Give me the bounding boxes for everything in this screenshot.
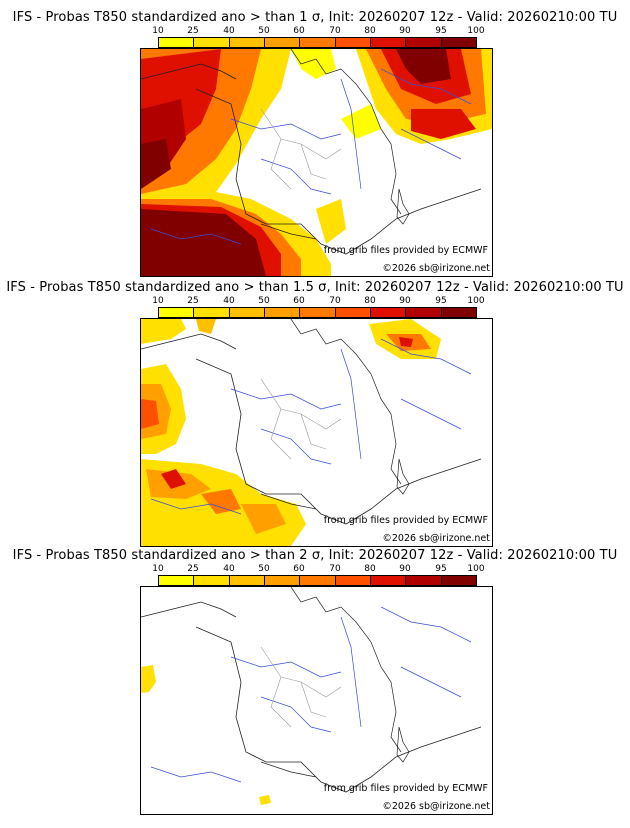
- colorbar-tick: 10: [152, 564, 164, 574]
- panel-title: IFS - Probas T850 standardized ano > tha…: [12, 10, 618, 25]
- colorbar-tick-labels: 10 25 40 50 60 70 80 90 95 100: [152, 296, 484, 307]
- colorbar-tick: 40: [223, 296, 235, 306]
- colorbar-tick: 40: [223, 26, 235, 36]
- colorbar-tick: 25: [187, 26, 199, 36]
- map-field: [141, 319, 482, 546]
- colorbar: [158, 37, 477, 48]
- colorbar-swatch: [159, 38, 195, 47]
- copyright: ©2026 sb@irizone.net: [382, 263, 490, 274]
- colorbar-tick: 90: [399, 296, 411, 306]
- map-panel-1sigma: IFS - Probas T850 standardized ano > tha…: [0, 10, 630, 280]
- colorbar-tick: 95: [435, 296, 447, 306]
- colorbar-tick: 90: [399, 564, 411, 574]
- probability-map: from grib files provided by ECMWF ©2026 …: [140, 586, 493, 815]
- map-panel-1-5sigma: IFS - Probas T850 standardized ano > tha…: [0, 280, 630, 550]
- colorbar-swatch: [370, 308, 407, 317]
- colorbar-swatch: [370, 38, 407, 47]
- panel-title: IFS - Probas T850 standardized ano > tha…: [6, 280, 624, 295]
- colorbar-swatch: [300, 576, 336, 585]
- colorbar-tick: 60: [293, 564, 305, 574]
- colorbar-tick: 100: [467, 564, 485, 574]
- map-field: [141, 587, 482, 805]
- colorbar-tick: 50: [258, 296, 270, 306]
- probability-map: from grib files provided by ECMWF ©2026 …: [140, 318, 493, 547]
- colorbar-swatch: [264, 308, 301, 317]
- colorbar-swatch: [194, 38, 230, 47]
- colorbar-swatch: [229, 308, 265, 317]
- source-credit: from grib files provided by ECMWF: [323, 245, 488, 256]
- colorbar-tick: 100: [467, 296, 485, 306]
- colorbar-swatch: [406, 38, 442, 47]
- colorbar-tick-labels: 10 25 40 50 60 70 80 90 95 100: [152, 26, 484, 37]
- source-credit: from grib files provided by ECMWF: [323, 515, 488, 526]
- colorbar-swatch: [441, 576, 476, 585]
- colorbar-swatch: [159, 576, 195, 585]
- colorbar-tick: 10: [152, 296, 164, 306]
- colorbar-tick: 80: [364, 564, 376, 574]
- colorbar-tick: 70: [329, 564, 341, 574]
- colorbar-tick: 60: [293, 296, 305, 306]
- colorbar: [158, 307, 477, 318]
- colorbar-swatch: [264, 576, 301, 585]
- colorbar-tick: 25: [187, 564, 199, 574]
- colorbar-swatch: [264, 38, 301, 47]
- colorbar-tick: 50: [258, 564, 270, 574]
- colorbar-tick: 70: [329, 296, 341, 306]
- colorbar-swatch: [300, 38, 336, 47]
- colorbar: [158, 575, 477, 586]
- copyright: ©2026 sb@irizone.net: [382, 801, 490, 812]
- colorbar-tick: 80: [364, 26, 376, 36]
- colorbar-swatch: [441, 38, 476, 47]
- panel-title: IFS - Probas T850 standardized ano > tha…: [12, 548, 618, 563]
- colorbar-tick: 50: [258, 26, 270, 36]
- copyright: ©2026 sb@irizone.net: [382, 533, 490, 544]
- colorbar-tick: 100: [467, 26, 485, 36]
- colorbar-tick: 25: [187, 296, 199, 306]
- colorbar-swatch: [441, 308, 476, 317]
- colorbar-swatch: [300, 308, 336, 317]
- map-panel-2sigma: IFS - Probas T850 standardized ano > tha…: [0, 548, 630, 818]
- colorbar-tick: 90: [399, 26, 411, 36]
- colorbar-swatch: [370, 576, 407, 585]
- colorbar-swatch: [229, 38, 265, 47]
- colorbar-swatch: [194, 308, 230, 317]
- colorbar-swatch: [335, 38, 371, 47]
- colorbar-tick: 70: [329, 26, 341, 36]
- colorbar-swatch: [335, 576, 371, 585]
- source-credit: from grib files provided by ECMWF: [323, 783, 488, 794]
- map-field: [141, 49, 492, 276]
- colorbar-swatch: [159, 308, 195, 317]
- colorbar-swatch: [406, 308, 442, 317]
- colorbar-tick: 60: [293, 26, 305, 36]
- colorbar-tick: 95: [435, 26, 447, 36]
- probability-map: from grib files provided by ECMWF ©2026 …: [140, 48, 493, 277]
- colorbar-swatch: [406, 576, 442, 585]
- colorbar-tick: 95: [435, 564, 447, 574]
- colorbar-swatch: [229, 576, 265, 585]
- colorbar-tick: 80: [364, 296, 376, 306]
- colorbar-swatch: [194, 576, 230, 585]
- colorbar-tick: 10: [152, 26, 164, 36]
- colorbar-swatch: [335, 308, 371, 317]
- colorbar-tick: 40: [223, 564, 235, 574]
- colorbar-tick-labels: 10 25 40 50 60 70 80 90 95 100: [152, 564, 484, 575]
